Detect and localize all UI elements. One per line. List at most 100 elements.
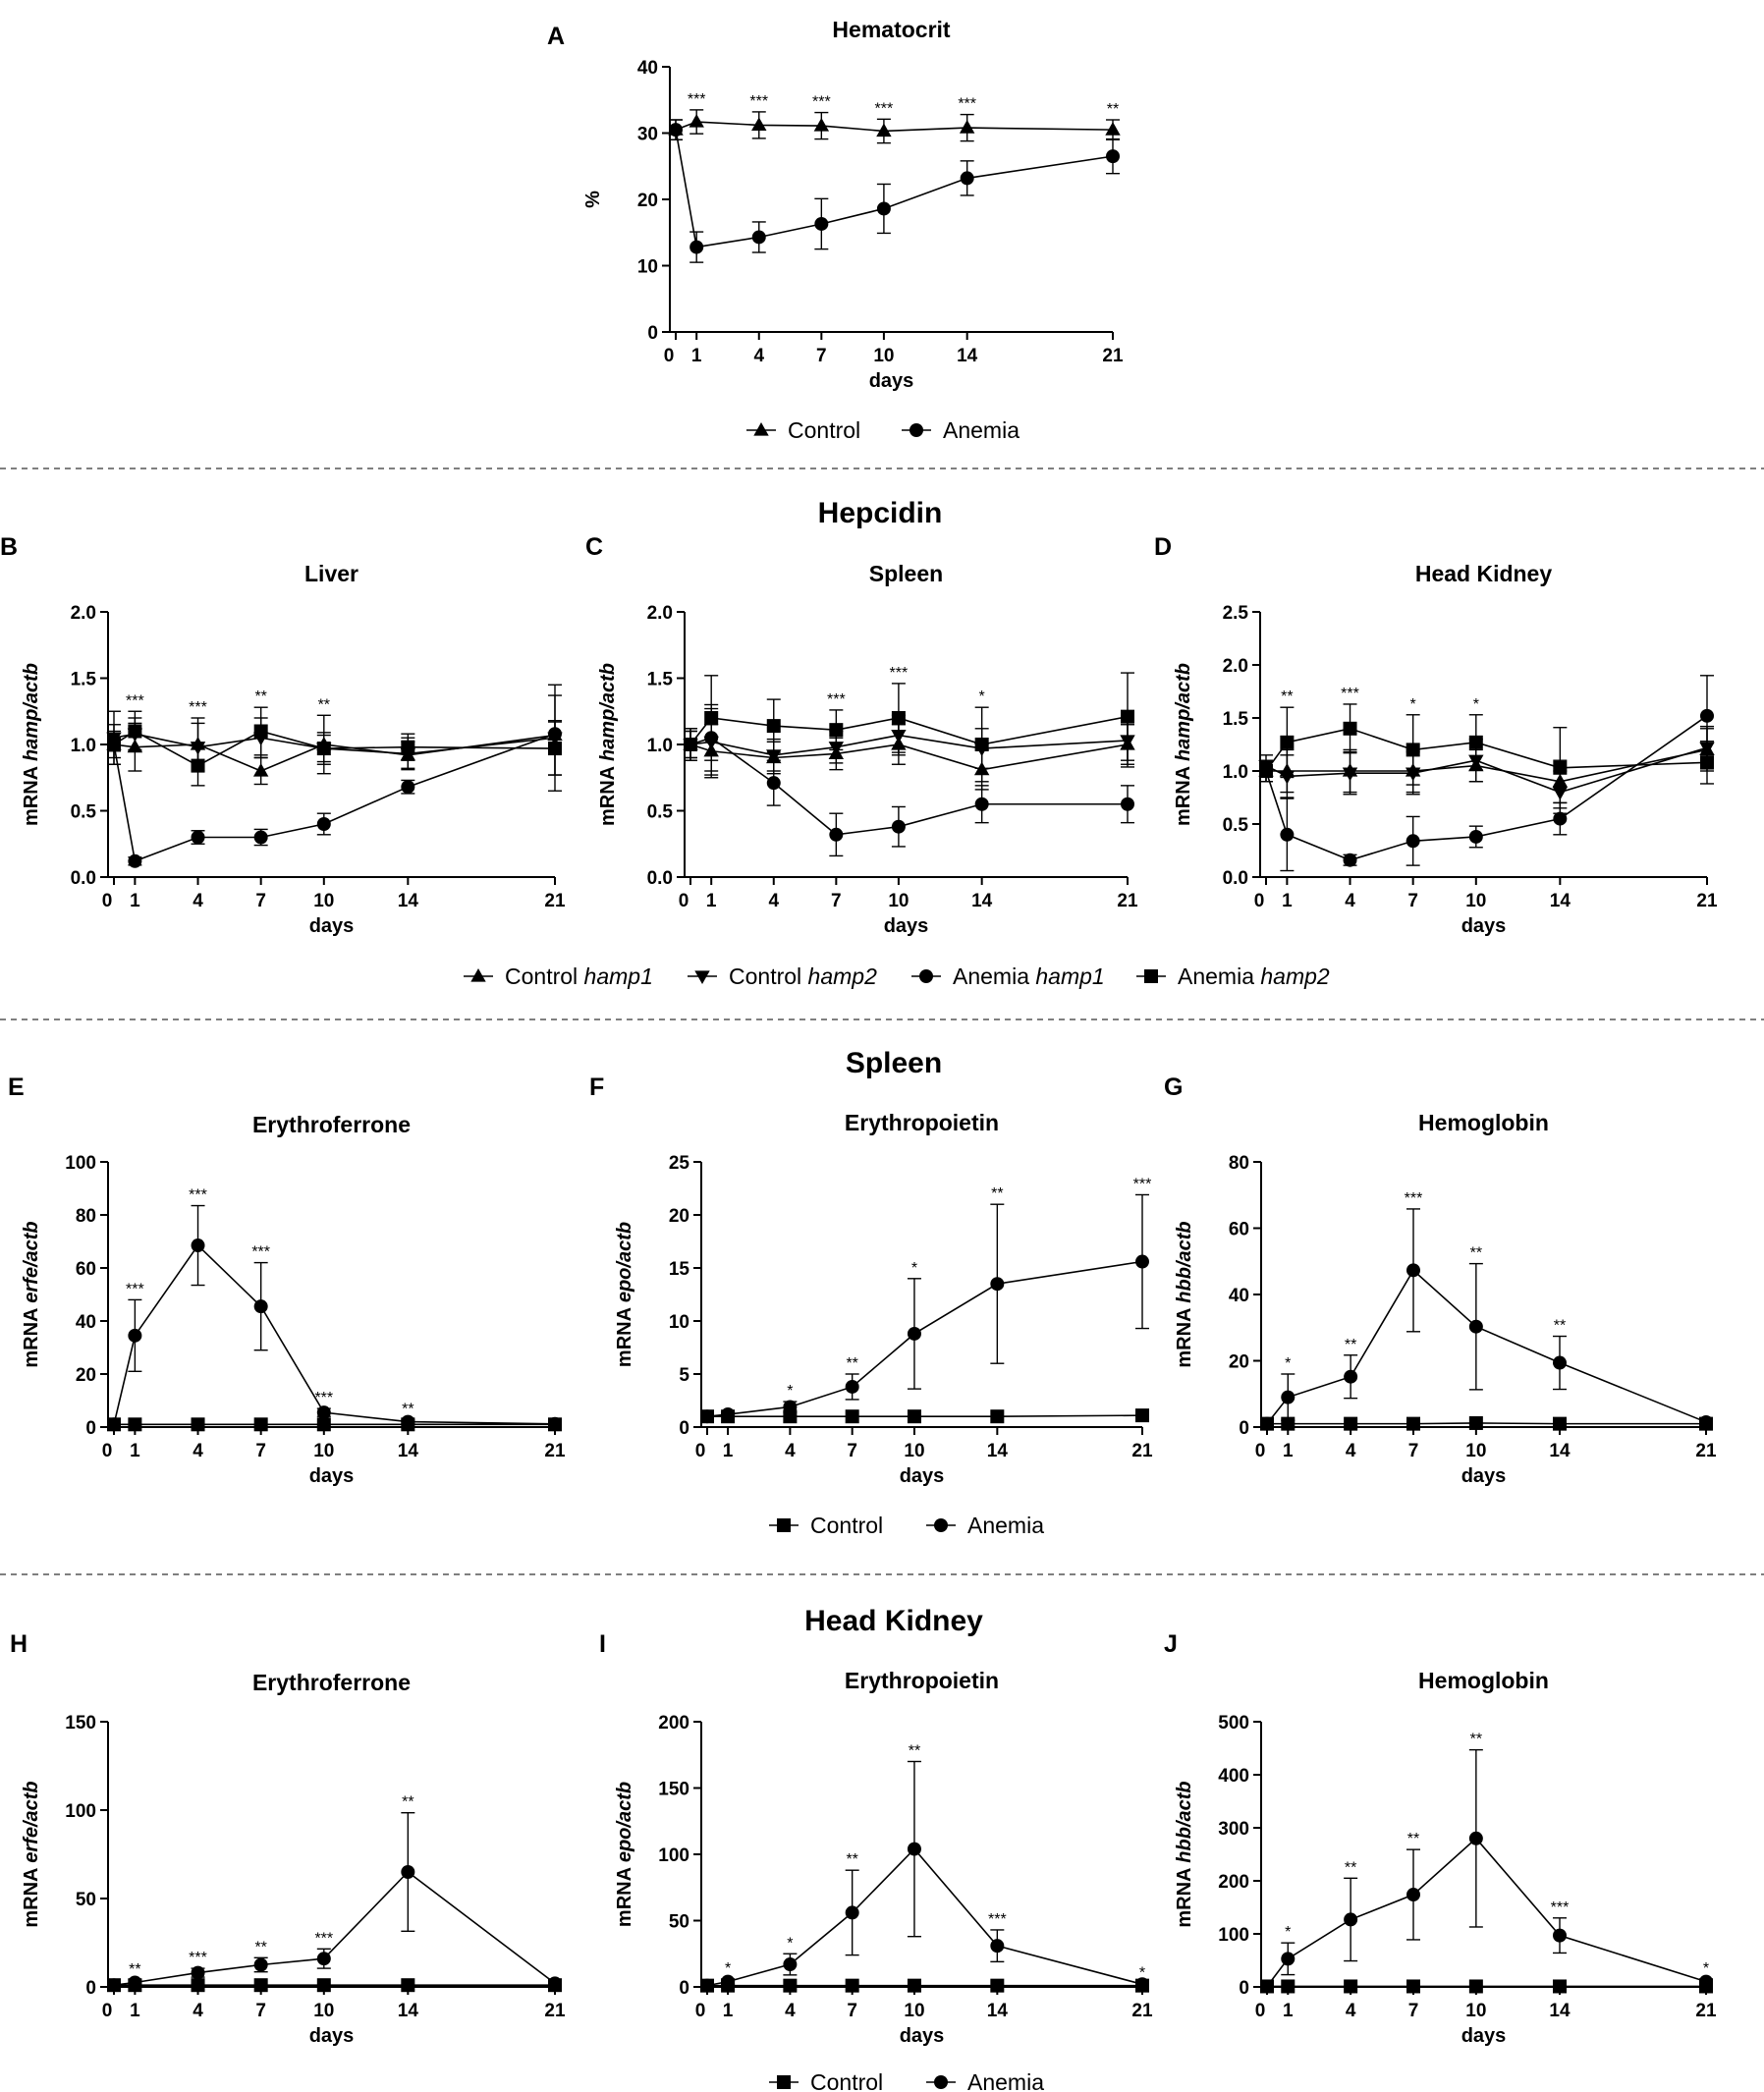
significance-label: *** (314, 1930, 333, 1947)
data-point (1280, 827, 1295, 842)
significance-label: * (1473, 696, 1479, 713)
y-axis-label: % (582, 191, 604, 208)
data-point (814, 216, 829, 231)
y-axis-label: mRNA epo/actb (614, 1782, 635, 1927)
legend-item: Anemia hamp2 (1136, 963, 1330, 989)
data-point (876, 201, 891, 216)
x-axis-label: days (309, 2025, 355, 2047)
legend-marker (777, 1518, 791, 1532)
data-point (191, 758, 205, 773)
significance-label: ** (318, 696, 330, 713)
data-point (316, 1405, 331, 1420)
data-point (1105, 122, 1121, 136)
y-tick-label: 0 (679, 1418, 689, 1439)
y-axis-label-gene: epo/actb (614, 1222, 635, 1302)
y-tick-label: 0.0 (647, 868, 673, 889)
x-tick-label: 0 (1254, 891, 1265, 911)
legend-marker (1144, 969, 1158, 983)
data-point (907, 1842, 921, 1856)
legend-head-kidney: Control Anemia (769, 2069, 1044, 2092)
data-point (253, 724, 268, 739)
x-tick-label: 21 (1696, 891, 1718, 911)
significance-label: *** (875, 100, 894, 117)
x-axis-label: days (869, 370, 914, 392)
data-point (128, 1328, 142, 1343)
data-point (959, 120, 975, 134)
data-point (253, 1299, 268, 1314)
x-tick-label: 7 (255, 2001, 266, 2021)
data-point (1135, 1254, 1149, 1269)
data-point (704, 711, 719, 725)
data-point (401, 1414, 415, 1429)
y-axis-label: mRNA hamp/actb (21, 663, 42, 826)
x-tick-label: 4 (193, 1441, 203, 1461)
legend-label: Anemia (943, 417, 1020, 443)
significance-label: ** (1470, 1732, 1482, 1748)
significance-label: * (979, 688, 985, 705)
y-axis-label: mRNA hbb/actb (1174, 1221, 1195, 1367)
x-axis-label: days (309, 1465, 355, 1487)
y-tick-label: 25 (669, 1153, 690, 1174)
data-point (684, 738, 697, 751)
data-point (316, 1978, 331, 1993)
significance-label: *** (1133, 1176, 1152, 1192)
x-tick-label: 14 (971, 891, 993, 911)
y-tick-label: 20 (1229, 1352, 1249, 1373)
data-point (1135, 1977, 1149, 1992)
x-tick-label: 14 (1549, 2001, 1571, 2021)
data-point (1344, 1416, 1358, 1431)
x-tick-label: 1 (723, 2001, 734, 2021)
y-axis-label-prefix: mRNA (614, 1302, 635, 1367)
data-point (990, 1978, 1005, 1993)
series-anemia (1260, 1208, 1713, 1431)
legend-label-gene: hamp1 (584, 963, 653, 989)
data-point (990, 1277, 1005, 1292)
legend-label-text: Control (810, 1513, 883, 1538)
y-tick-label: 0.5 (71, 802, 97, 823)
y-axis-label-prefix: mRNA (614, 1862, 635, 1927)
x-tick-label: 1 (1283, 1441, 1294, 1461)
y-tick-label: 1.5 (1223, 709, 1249, 730)
x-tick-label: 1 (1283, 2001, 1294, 2021)
y-tick-label: 0.0 (71, 868, 96, 889)
y-axis-label-gene: epo/actb (614, 1782, 635, 1862)
data-point (1468, 1979, 1483, 1994)
series-anemia-hamp2 (107, 706, 562, 787)
series-control (1260, 1415, 1713, 1431)
data-point (1699, 1414, 1713, 1429)
data-point (974, 797, 989, 811)
y-axis-label: mRNA hamp/actb (597, 663, 619, 826)
legend-label-gene: hamp2 (1260, 963, 1330, 989)
legend-label: Anemia hamp1 (953, 963, 1105, 989)
x-tick-label: 0 (102, 1441, 113, 1461)
data-point (689, 113, 704, 128)
x-tick-label: 7 (847, 1441, 857, 1461)
series-anemia (107, 1811, 562, 1993)
x-tick-label: 0 (664, 346, 675, 366)
data-point (907, 1978, 921, 1993)
legend-item: Control (769, 2069, 883, 2092)
data-point (107, 1417, 121, 1432)
data-point (1468, 1415, 1483, 1430)
y-tick-label: 40 (637, 58, 658, 79)
y-tick-label: 2.5 (1223, 603, 1249, 624)
x-tick-label: 0 (679, 891, 689, 911)
series-line (707, 1414, 1143, 1417)
x-tick-label: 21 (544, 1441, 566, 1461)
panel-letter: A (547, 23, 565, 50)
x-axis-label: days (1461, 1465, 1507, 1487)
x-tick-label: 1 (706, 891, 717, 911)
series-control-hamp2 (683, 707, 1135, 776)
significance-label: * (1703, 1960, 1709, 1977)
y-tick-label: 1.0 (1223, 762, 1248, 783)
series-line (113, 1870, 556, 1986)
x-tick-label: 0 (695, 2001, 706, 2021)
y-axis-label: mRNA erfe/actb (21, 1221, 42, 1367)
x-tick-label: 21 (1131, 1441, 1153, 1461)
significance-label: ** (402, 1794, 413, 1811)
significance-label: * (1410, 696, 1416, 713)
x-tick-label: 21 (544, 891, 566, 911)
